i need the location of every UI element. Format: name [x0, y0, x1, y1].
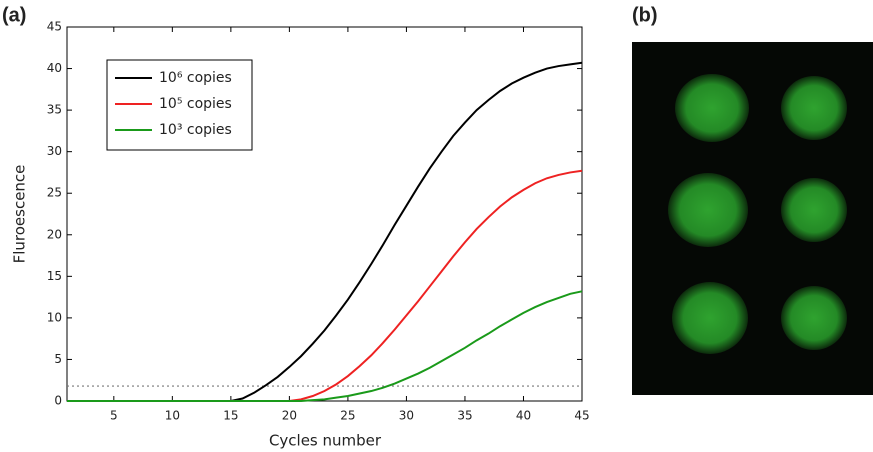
y-tick-label: 0 [54, 394, 62, 408]
series-line [67, 290, 583, 402]
y-tick-label: 25 [47, 186, 62, 200]
y-tick-label: 35 [47, 103, 62, 117]
plot-frame [66, 26, 583, 402]
spot [668, 173, 748, 247]
legend-label: 10⁵ copies [159, 96, 232, 112]
y-tick-label: 15 [47, 269, 62, 283]
x-tick-label: 30 [399, 409, 414, 423]
x-tick-label: 20 [282, 409, 297, 423]
legend-label: 10³ copies [159, 122, 232, 138]
series-line [67, 169, 583, 402]
spot [781, 178, 847, 242]
x-tick-label: 45 [574, 409, 589, 423]
x-tick-label: 25 [340, 409, 355, 423]
y-tick-label: 10 [47, 310, 62, 324]
x-tick-label: 5 [110, 409, 118, 423]
spot [672, 282, 748, 354]
fluorescence-image [632, 42, 873, 395]
panel-label: (b) [632, 4, 658, 26]
spot [781, 76, 847, 140]
series-line [67, 61, 583, 402]
x-tick-label: 10 [165, 409, 180, 423]
y-tick-label: 45 [47, 20, 62, 34]
y-tick-label: 30 [47, 144, 62, 158]
y-axis-title: Fluroescence [11, 165, 29, 264]
x-tick-label: 35 [457, 409, 472, 423]
x-axis-title: Cycles number [269, 432, 382, 450]
y-tick-label: 20 [47, 227, 62, 241]
y-tick-label: 5 [54, 352, 62, 366]
x-tick-label: 15 [223, 409, 238, 423]
legend-box [106, 59, 253, 151]
y-tick-label: 40 [47, 61, 62, 75]
spot [781, 286, 847, 350]
x-tick-label: 40 [516, 409, 531, 423]
panel-label: (a) [2, 4, 26, 26]
spot [675, 74, 749, 142]
legend-label: 10⁶ copies [159, 70, 232, 86]
